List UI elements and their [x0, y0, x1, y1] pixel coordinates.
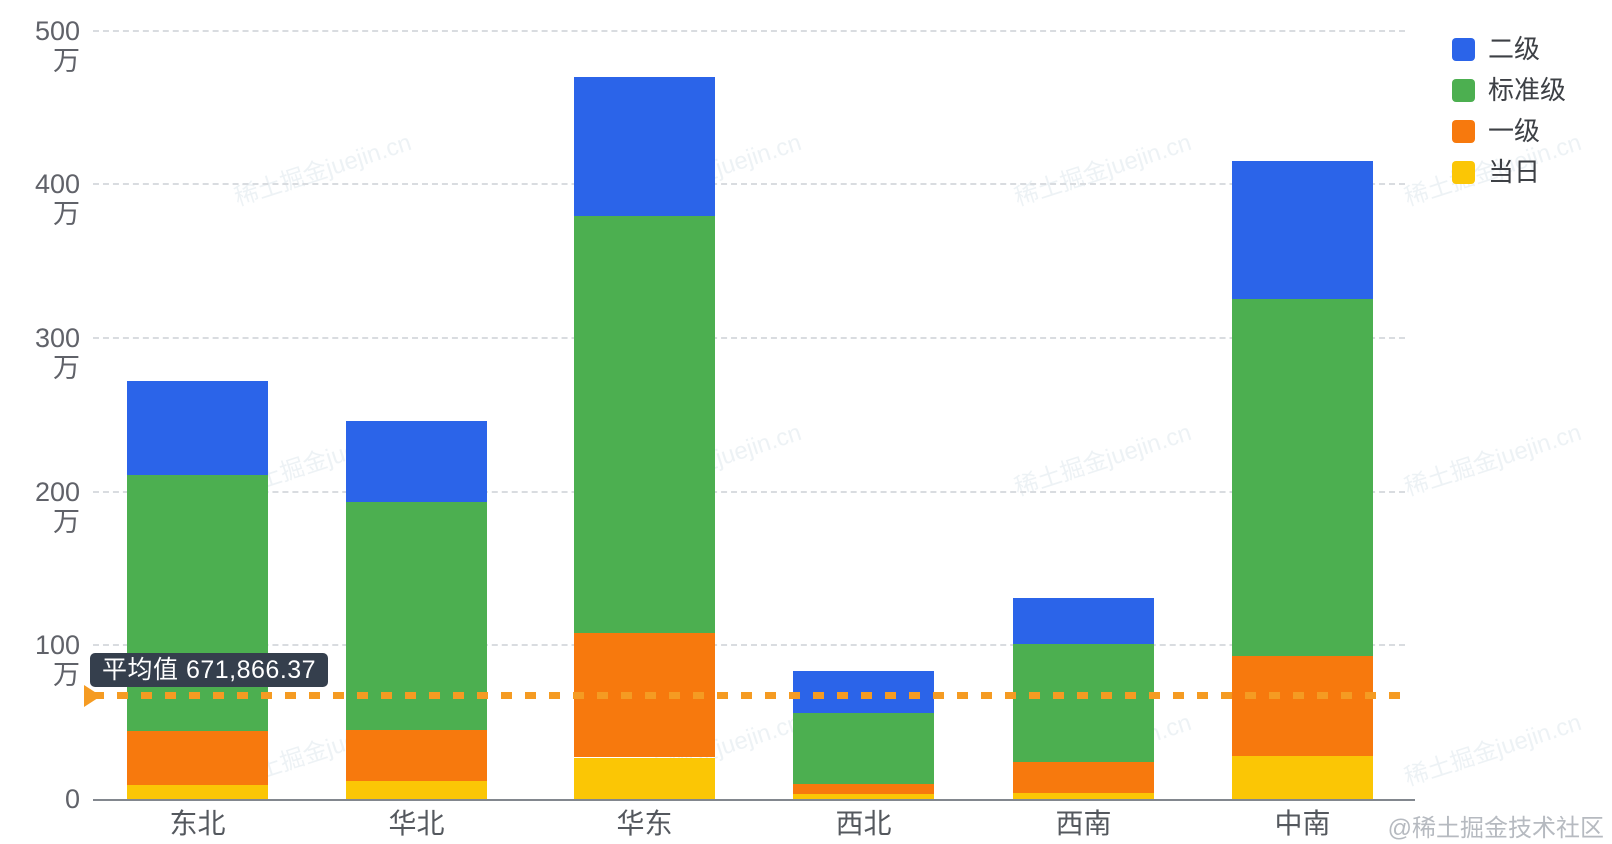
gridline — [93, 644, 1405, 647]
average-line-arrow-icon — [84, 684, 101, 707]
bar-segment[interactable] — [1013, 762, 1154, 793]
x-category-label: 华东 — [616, 808, 673, 839]
bar-segment[interactable] — [127, 474, 268, 732]
legend-swatch-icon — [1452, 120, 1475, 143]
x-category-label: 中南 — [1274, 808, 1331, 839]
bar-segment[interactable] — [574, 757, 715, 799]
bar-segment[interactable] — [574, 216, 715, 633]
watermark-text: 稀土掘金juejin.cn — [1401, 709, 1585, 792]
bar-segment[interactable] — [793, 671, 934, 713]
bar-segment[interactable] — [1232, 161, 1373, 300]
bar-segment[interactable] — [1232, 656, 1373, 756]
bar-segment[interactable] — [1232, 299, 1373, 657]
average-line-label: 平均值 671,866.37 — [90, 652, 329, 687]
legend-item[interactable]: 二级 — [1452, 34, 1566, 64]
gridline — [93, 490, 1405, 493]
x-category-label: 华北 — [388, 808, 445, 839]
x-category-label: 东北 — [169, 808, 226, 839]
x-axis-line — [93, 799, 1415, 801]
average-line — [93, 692, 1405, 700]
bar-segment[interactable] — [793, 794, 934, 799]
bar-segment[interactable] — [346, 780, 487, 799]
y-tick-label: 300万 — [34, 322, 80, 383]
bar-segment[interactable] — [1013, 597, 1154, 644]
y-tick-label: 100万 — [34, 630, 80, 691]
x-category-label: 西北 — [835, 808, 892, 839]
bar-segment[interactable] — [346, 729, 487, 781]
bar-segment[interactable] — [127, 785, 268, 799]
gridline — [93, 336, 1405, 339]
y-tick-label: 200万 — [34, 476, 80, 537]
watermark-text: 稀土掘金juejin.cn — [1401, 419, 1585, 502]
bar-segment[interactable] — [1013, 792, 1154, 799]
bar-segment[interactable] — [127, 380, 268, 475]
legend-label: 当日 — [1488, 157, 1541, 187]
legend-item[interactable]: 标准级 — [1452, 75, 1567, 105]
gridline — [93, 29, 1405, 32]
bar-segment[interactable] — [1013, 643, 1154, 763]
watermark-text: 稀土掘金juejin.cn — [1011, 419, 1195, 502]
bar-segment[interactable] — [346, 502, 487, 730]
legend-swatch-icon — [1452, 79, 1475, 102]
bar-segment[interactable] — [127, 731, 268, 786]
bar-segment[interactable] — [793, 712, 934, 784]
attribution-text: @稀土掘金技术社区 — [1387, 815, 1604, 842]
y-tick-label: 500万 — [34, 15, 80, 76]
legend-item[interactable]: 当日 — [1452, 157, 1566, 187]
gridline — [93, 183, 1405, 186]
watermark-text: 稀土掘金juejin.cn — [231, 129, 415, 212]
bar-segment[interactable] — [1232, 755, 1373, 799]
legend-label: 一级 — [1488, 116, 1541, 146]
legend-swatch-icon — [1452, 161, 1475, 184]
bar-segment[interactable] — [346, 420, 487, 503]
legend-label: 标准级 — [1488, 75, 1567, 105]
watermark-text: 稀土掘金juejin.cn — [1011, 129, 1195, 212]
legend-item[interactable]: 一级 — [1452, 116, 1566, 146]
legend-label: 二级 — [1488, 34, 1541, 64]
legend: 二级 标准级 一级 当日 — [1452, 34, 1567, 187]
bar-segment[interactable] — [793, 783, 934, 795]
y-tick-label: 0 — [64, 784, 80, 814]
x-category-label: 西南 — [1055, 808, 1112, 839]
y-tick-label: 400万 — [34, 169, 80, 230]
legend-swatch-icon — [1452, 38, 1475, 61]
bar-segment[interactable] — [574, 76, 715, 217]
